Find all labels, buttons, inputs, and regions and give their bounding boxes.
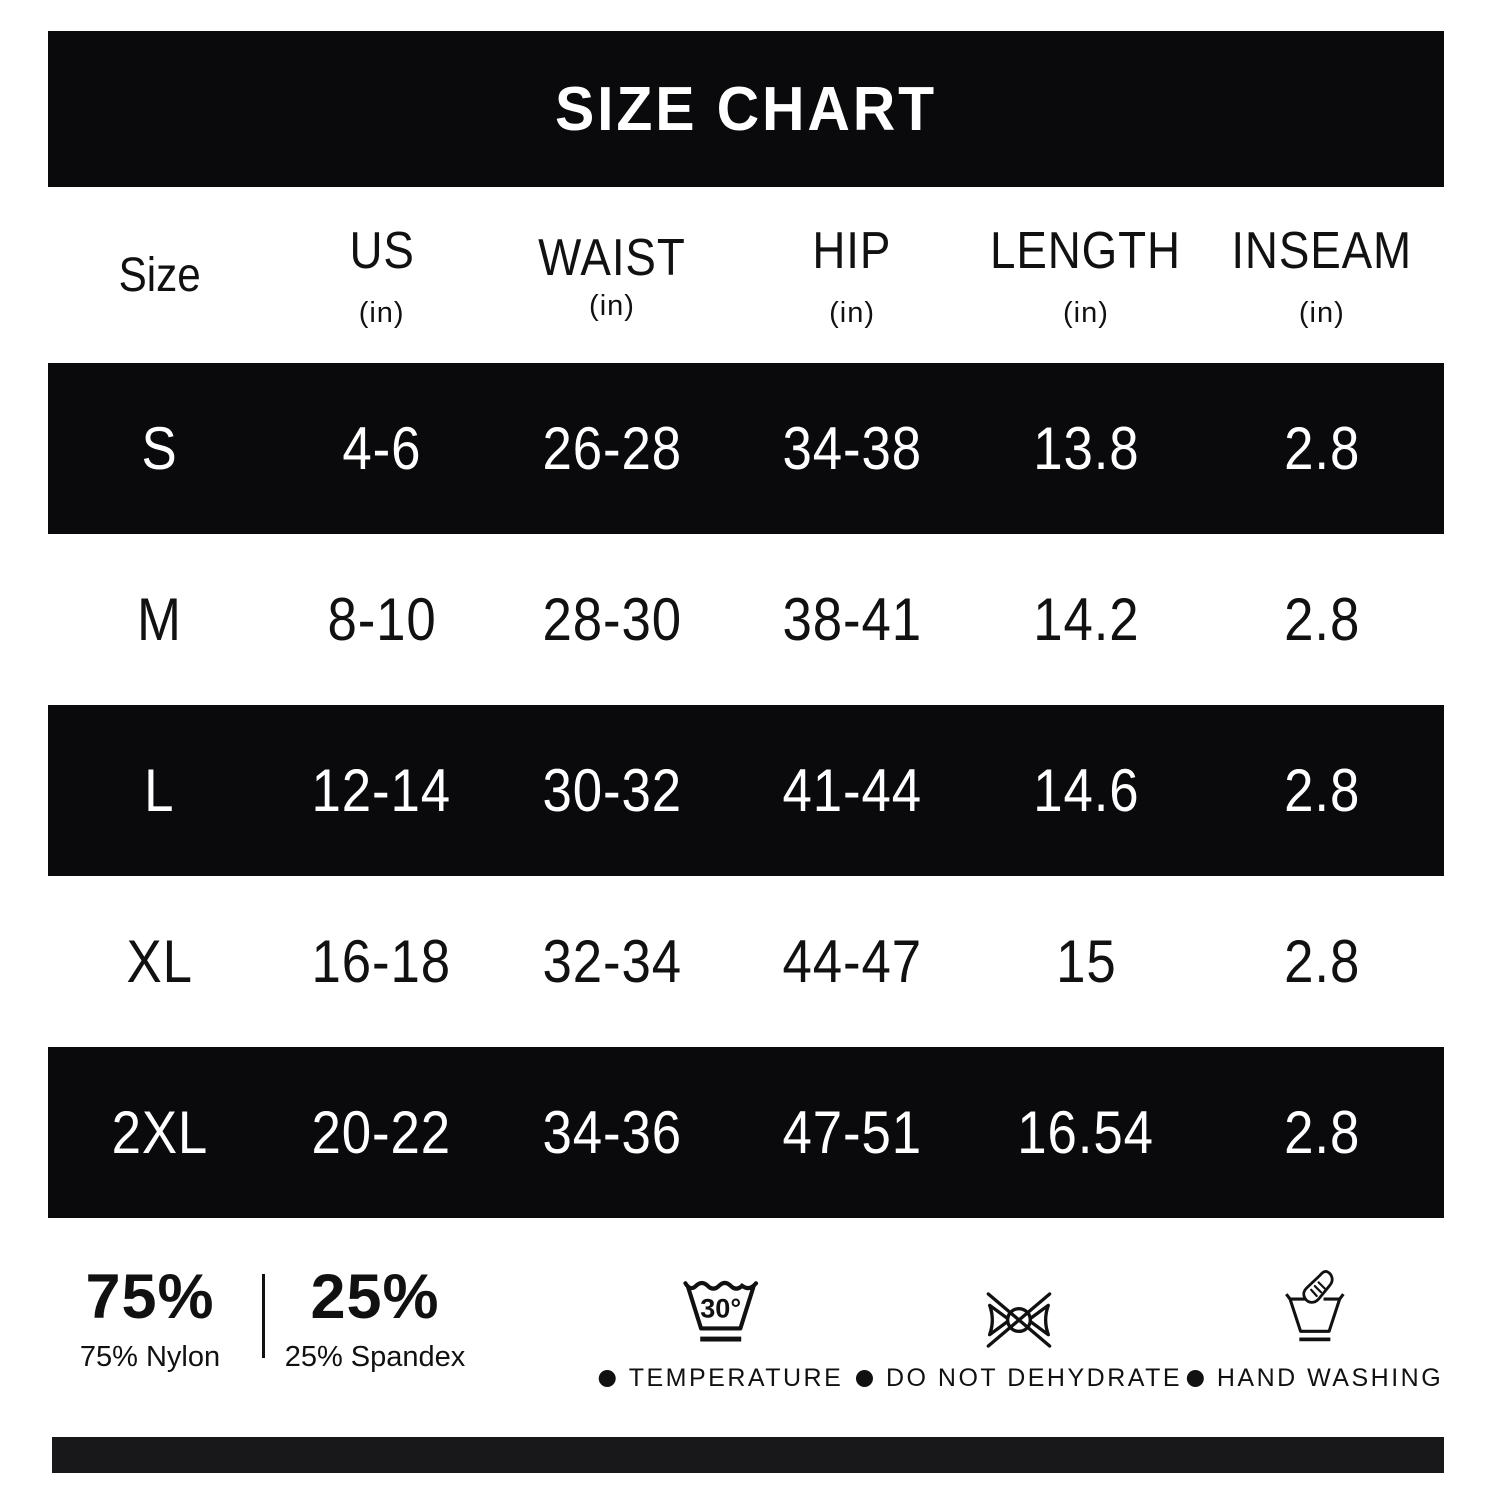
cell-inseam: 2.8 (1283, 928, 1360, 995)
care-item-do-not-dehydrate: DO NOT DEHYDRATE (855, 1258, 1183, 1393)
cell-inseam: 2.8 (1283, 1099, 1360, 1166)
do-not-wring-icon (979, 1258, 1059, 1350)
cell-us: 12-14 (311, 757, 452, 824)
table-row-2xl: 2XL 20-22 34-36 47-51 16.54 2.8 (48, 1047, 1444, 1218)
column-unit: (in) (1298, 296, 1345, 329)
column-label: LENGTH (990, 221, 1182, 280)
column-unit: (in) (589, 289, 635, 322)
cell-length: 15 (1055, 928, 1117, 995)
cell-us: 4-6 (342, 415, 422, 482)
cell-waist: 34-36 (542, 1099, 682, 1166)
column-header-hip: HIP (in) (732, 187, 972, 363)
column-unit: (in) (829, 296, 876, 329)
care-label: TEMPERATURE (628, 1364, 844, 1392)
care-item-hand-washing: HAND WASHING (1186, 1258, 1444, 1393)
cell-waist: 26-28 (542, 415, 682, 482)
column-unit: (in) (358, 296, 405, 329)
cell-hip: 34-38 (782, 415, 922, 482)
column-label: HIP (812, 221, 892, 280)
cell-length: 13.8 (1032, 415, 1140, 482)
bottom-divider-bar (52, 1437, 1444, 1473)
table-row-l: L 12-14 30-32 41-44 14.6 2.8 (48, 705, 1444, 876)
cell-us: 8-10 (327, 586, 437, 653)
cell-size: S (141, 415, 178, 482)
cell-size: L (144, 757, 175, 824)
column-label: US (348, 221, 415, 280)
cell-size: M (137, 586, 183, 653)
fabric-label: 75% Nylon (79, 1341, 221, 1373)
cell-length: 14.6 (1032, 757, 1140, 824)
bullet-icon (598, 1370, 616, 1387)
care-label: HAND WASHING (1216, 1364, 1444, 1392)
page-title: SIZE CHART (555, 74, 937, 144)
size-chart-header-bar: SIZE CHART (48, 31, 1444, 187)
cell-us: 16-18 (311, 928, 452, 995)
cell-us: 20-22 (311, 1099, 452, 1166)
wash-temperature-value: 30° (701, 1294, 742, 1324)
cell-inseam: 2.8 (1283, 586, 1360, 653)
wash-temperature-30-icon: 30° (680, 1258, 762, 1350)
fabric-divider (262, 1274, 265, 1358)
cell-hip: 44-47 (782, 928, 922, 995)
cell-hip: 41-44 (782, 757, 922, 824)
cell-length: 16.54 (1017, 1099, 1155, 1166)
cell-hip: 38-41 (782, 586, 922, 653)
fabric-percent: 75% (85, 1262, 215, 1332)
table-row-m: M 8-10 28-30 38-41 14.2 2.8 (48, 534, 1444, 705)
cell-waist: 32-34 (542, 928, 682, 995)
column-header-inseam: INSEAM (in) (1200, 187, 1444, 363)
hand-washing-icon (1284, 1258, 1346, 1350)
column-label: WAIST (538, 228, 686, 287)
column-header-us: US (in) (271, 187, 492, 363)
fabric-percent: 25% (310, 1262, 440, 1332)
column-header-length: LENGTH (in) (972, 187, 1200, 363)
cell-inseam: 2.8 (1283, 757, 1360, 824)
fabric-nylon: 75% 75% Nylon (80, 1266, 220, 1374)
table-header-row: Size US (in) WAIST (in) HIP (in) LENGTH … (48, 187, 1444, 363)
bullet-icon (1186, 1370, 1204, 1387)
table-row-xl: XL 16-18 32-34 44-47 15 2.8 (48, 876, 1444, 1047)
care-label: DO NOT DEHYDRATE (885, 1364, 1183, 1392)
care-item-temperature: 30° TEMPERATURE (598, 1258, 844, 1393)
column-unit: (in) (1062, 296, 1109, 329)
cell-waist: 28-30 (542, 586, 682, 653)
fabric-spandex: 25% 25% Spandex (285, 1266, 466, 1374)
cell-waist: 30-32 (542, 757, 682, 824)
column-header-waist: WAIST (in) (492, 187, 732, 363)
cell-size: XL (126, 928, 193, 995)
bullet-icon (855, 1370, 873, 1387)
cell-hip: 47-51 (782, 1099, 922, 1166)
table-row-s: S 4-6 26-28 34-38 13.8 2.8 (48, 363, 1444, 534)
cell-inseam: 2.8 (1283, 415, 1360, 482)
column-header-size: Size (48, 187, 271, 363)
cell-length: 14.2 (1032, 586, 1140, 653)
cell-size: 2XL (111, 1099, 208, 1166)
column-label: Size (118, 248, 201, 302)
fabric-label: 25% Spandex (284, 1341, 466, 1373)
column-label: INSEAM (1231, 221, 1413, 280)
